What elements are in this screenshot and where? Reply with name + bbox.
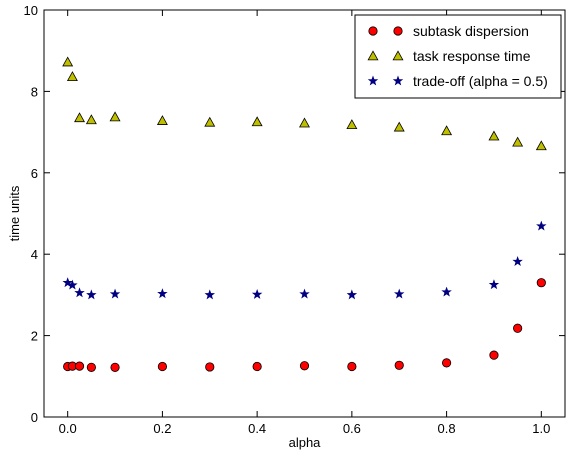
- x-tick-label: 1.0: [532, 421, 550, 436]
- data-point: [86, 289, 97, 300]
- data-point: [441, 125, 453, 136]
- series-task-response-time: [62, 56, 547, 151]
- y-tick-label: 6: [31, 166, 38, 181]
- legend-marker: [393, 26, 403, 36]
- data-point: [535, 140, 547, 151]
- data-point: [74, 112, 86, 123]
- series-subtask-dispersion: [63, 278, 546, 372]
- data-point: [251, 289, 263, 299]
- data-point: [205, 362, 215, 372]
- data-point: [488, 279, 500, 290]
- y-tick-label: 4: [31, 247, 38, 262]
- y-axis-label: time units: [7, 185, 22, 241]
- x-tick-label: 0.0: [59, 421, 77, 436]
- legend-marker: [368, 26, 378, 36]
- x-tick-label: 0.4: [248, 421, 266, 436]
- x-tick-label: 0.6: [343, 421, 361, 436]
- legend-marker: [392, 75, 404, 86]
- data-point: [488, 130, 500, 141]
- data-point: [252, 361, 262, 372]
- y-tick-label: 10: [24, 3, 38, 18]
- data-point: [394, 360, 404, 370]
- legend-marker: [367, 75, 379, 86]
- data-point: [393, 121, 405, 132]
- data-point: [513, 323, 523, 333]
- data-point: [157, 361, 168, 372]
- series-trade-off-alpha-0-5-: [62, 220, 547, 300]
- legend-marker: [367, 50, 379, 61]
- data-point: [299, 288, 310, 299]
- y-tick-label: 2: [31, 329, 38, 344]
- data-point: [536, 220, 547, 231]
- data-point: [489, 350, 499, 360]
- data-point: [204, 116, 216, 127]
- data-point: [109, 111, 121, 122]
- data-point: [156, 115, 168, 125]
- data-point: [536, 278, 546, 288]
- data-point: [74, 287, 85, 298]
- data-point: [394, 288, 405, 299]
- data-point: [85, 114, 97, 125]
- data-point: [299, 117, 310, 128]
- data-point: [157, 288, 168, 299]
- data-point: [62, 277, 73, 288]
- data-series: [62, 56, 547, 372]
- x-tick-label: 0.2: [153, 421, 171, 436]
- legend-label: task response time: [413, 48, 531, 64]
- data-point: [512, 136, 524, 147]
- x-axis-label: alpha: [289, 435, 322, 450]
- data-point: [67, 279, 78, 290]
- data-point: [299, 361, 310, 371]
- y-tick-label: 0: [31, 410, 38, 425]
- axis-ticks: 0.0 0.2 0.4 0.6 0.8 1.0 0 2 4 6 8 10: [24, 3, 565, 436]
- data-point: [251, 116, 263, 127]
- x-tick-label: 0.8: [438, 421, 456, 436]
- data-point: [62, 56, 74, 67]
- legend-box: [354, 14, 562, 99]
- y-tick-label: 8: [31, 84, 38, 99]
- data-point: [346, 289, 358, 300]
- data-point: [109, 288, 121, 299]
- data-point: [347, 361, 357, 372]
- data-point: [441, 358, 452, 368]
- data-point: [346, 119, 358, 130]
- data-point: [74, 361, 85, 371]
- data-point: [110, 362, 120, 372]
- legend-marker: [392, 50, 404, 61]
- legend: subtask dispersion task response time trad…: [354, 14, 562, 99]
- data-point: [204, 289, 215, 300]
- data-point: [512, 256, 523, 266]
- data-point: [86, 362, 96, 372]
- legend-label: subtask dispersion: [413, 23, 529, 39]
- data-point: [441, 286, 452, 297]
- data-point: [66, 71, 78, 81]
- legend-label: trade-off (alpha = 0.5): [413, 73, 548, 89]
